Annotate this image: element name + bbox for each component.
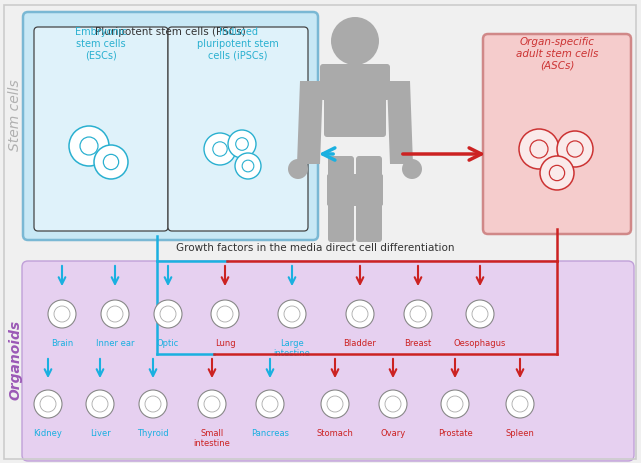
Circle shape xyxy=(80,138,98,156)
Circle shape xyxy=(228,131,256,159)
Circle shape xyxy=(242,161,254,173)
Circle shape xyxy=(410,307,426,322)
Circle shape xyxy=(213,143,227,157)
Circle shape xyxy=(103,155,119,170)
Circle shape xyxy=(107,307,123,322)
Circle shape xyxy=(48,300,76,328)
Circle shape xyxy=(466,300,494,328)
Text: Ovary: Ovary xyxy=(380,428,406,437)
FancyBboxPatch shape xyxy=(22,262,634,461)
Polygon shape xyxy=(297,82,323,165)
Circle shape xyxy=(92,396,108,412)
Circle shape xyxy=(346,300,374,328)
FancyBboxPatch shape xyxy=(324,72,386,138)
Circle shape xyxy=(441,390,469,418)
FancyBboxPatch shape xyxy=(356,156,382,243)
Circle shape xyxy=(447,396,463,412)
Circle shape xyxy=(236,138,248,151)
FancyBboxPatch shape xyxy=(483,35,631,234)
FancyBboxPatch shape xyxy=(327,175,383,206)
Circle shape xyxy=(139,390,167,418)
Text: Thyroid: Thyroid xyxy=(137,428,169,437)
Circle shape xyxy=(160,307,176,322)
Circle shape xyxy=(256,390,284,418)
FancyBboxPatch shape xyxy=(320,65,390,101)
Circle shape xyxy=(217,307,233,322)
Circle shape xyxy=(352,307,368,322)
Circle shape xyxy=(506,390,534,418)
Circle shape xyxy=(34,390,62,418)
Circle shape xyxy=(385,396,401,412)
Circle shape xyxy=(557,131,593,168)
Text: Kidney: Kidney xyxy=(33,428,62,437)
Text: Stomach: Stomach xyxy=(317,428,353,437)
Circle shape xyxy=(86,390,114,418)
Circle shape xyxy=(530,141,548,159)
Circle shape xyxy=(472,307,488,322)
Text: Prostate: Prostate xyxy=(438,428,472,437)
Circle shape xyxy=(204,134,236,166)
FancyBboxPatch shape xyxy=(345,67,365,81)
Circle shape xyxy=(145,396,161,412)
Circle shape xyxy=(549,166,565,181)
Circle shape xyxy=(540,156,574,191)
Text: Lung: Lung xyxy=(215,338,235,347)
Circle shape xyxy=(321,390,349,418)
Text: Pluripotent stem cells (PSCs): Pluripotent stem cells (PSCs) xyxy=(95,27,246,37)
FancyBboxPatch shape xyxy=(23,13,318,240)
Circle shape xyxy=(519,130,559,169)
Circle shape xyxy=(101,300,129,328)
Text: Embryonic
stem cells
(ESCs): Embryonic stem cells (ESCs) xyxy=(75,27,127,61)
Circle shape xyxy=(327,396,343,412)
FancyBboxPatch shape xyxy=(328,156,354,243)
Circle shape xyxy=(402,160,422,180)
Circle shape xyxy=(54,307,70,322)
Circle shape xyxy=(278,300,306,328)
Circle shape xyxy=(262,396,278,412)
Circle shape xyxy=(204,396,220,412)
Circle shape xyxy=(69,127,109,167)
Text: Brain: Brain xyxy=(51,338,73,347)
Circle shape xyxy=(404,300,432,328)
Text: Inner ear: Inner ear xyxy=(96,338,134,347)
Text: Organoids: Organoids xyxy=(8,319,22,399)
Circle shape xyxy=(235,154,261,180)
Text: Large
intestine: Large intestine xyxy=(274,338,310,357)
Circle shape xyxy=(288,160,308,180)
Text: Optic: Optic xyxy=(157,338,179,347)
Text: Stem cells: Stem cells xyxy=(8,79,22,150)
Text: Organ-specific
adult stem cells
(ASCs): Organ-specific adult stem cells (ASCs) xyxy=(516,38,598,70)
Circle shape xyxy=(40,396,56,412)
Text: Liver: Liver xyxy=(90,428,110,437)
Text: Spleen: Spleen xyxy=(506,428,535,437)
Text: Bladder: Bladder xyxy=(344,338,376,347)
Text: Breast: Breast xyxy=(404,338,431,347)
Circle shape xyxy=(198,390,226,418)
Circle shape xyxy=(211,300,239,328)
Circle shape xyxy=(94,146,128,180)
FancyBboxPatch shape xyxy=(34,28,168,232)
Circle shape xyxy=(379,390,407,418)
Text: Induced
pluripotent stem
cells (iPSCs): Induced pluripotent stem cells (iPSCs) xyxy=(197,27,279,61)
Polygon shape xyxy=(387,82,413,165)
Text: Oesophagus: Oesophagus xyxy=(454,338,506,347)
FancyBboxPatch shape xyxy=(168,28,308,232)
Circle shape xyxy=(154,300,182,328)
Text: Small
intestine: Small intestine xyxy=(194,428,230,447)
Circle shape xyxy=(331,18,379,66)
Text: Growth factors in the media direct cell differentiation: Growth factors in the media direct cell … xyxy=(176,243,454,252)
Circle shape xyxy=(512,396,528,412)
Circle shape xyxy=(567,142,583,158)
Circle shape xyxy=(284,307,300,322)
Text: Pancreas: Pancreas xyxy=(251,428,289,437)
